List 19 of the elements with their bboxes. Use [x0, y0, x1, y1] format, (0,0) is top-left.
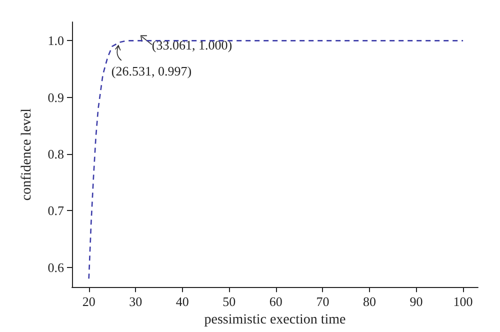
- y-tick-label: 0.7: [48, 203, 64, 218]
- x-tick-label: 30: [129, 294, 142, 310]
- x-tick-label: 60: [269, 294, 282, 310]
- x-tick-label: 70: [316, 294, 330, 310]
- annotation: (26.531, 0.997): [111, 63, 192, 78]
- annotation: (33.061, 1.000): [152, 38, 232, 53]
- y-tick-label: 1.0: [48, 33, 64, 48]
- y-axis-title: confidence level: [20, 108, 34, 201]
- x-tick-label: 100: [453, 294, 473, 310]
- x-tick-label: 20: [82, 294, 96, 310]
- y-tick-label: 0.8: [48, 146, 64, 162]
- line-series: [88, 40, 464, 280]
- x-axis-title: pessimistic exection time: [204, 312, 346, 328]
- x-tick-label: 90: [410, 294, 423, 310]
- y-tick-label: 0.6: [48, 260, 64, 275]
- x-tick-label: 40: [176, 294, 189, 310]
- x-tick-label: 50: [222, 294, 236, 310]
- y-tick-label: 0.9: [48, 90, 64, 105]
- x-tick-label: 80: [362, 294, 376, 310]
